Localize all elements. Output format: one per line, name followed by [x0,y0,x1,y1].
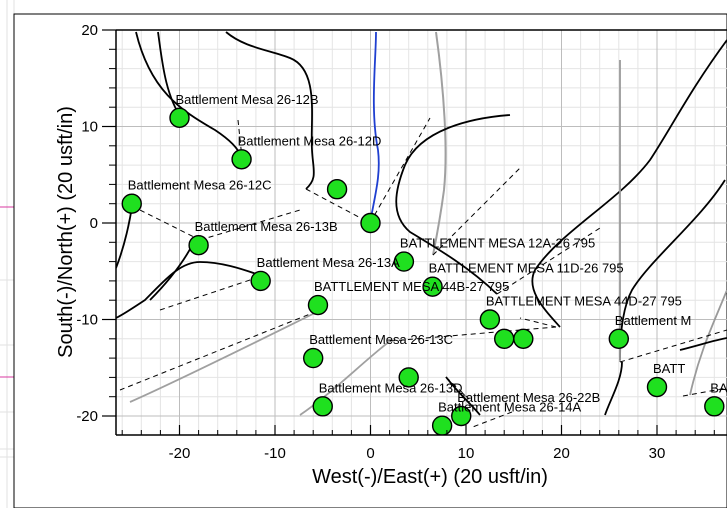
well-marker[interactable] [188,234,209,256]
well-marker[interactable] [398,367,419,388]
y-tick-label: 20 [81,22,98,39]
well-marker[interactable] [312,396,333,417]
well-label: Battlement Mesa 26-13C [309,332,453,347]
well-label: BATTLEMENT MESA 44D-27 795 [486,294,682,309]
well-marker[interactable] [169,107,190,129]
well-label: Battlement Mesa 26-13D [319,380,463,395]
well-label: BAT [710,380,727,395]
y-tick-label: -10 [76,312,98,329]
well-label: Battlement Mesa 26-13A [257,255,400,270]
well-marker[interactable] [307,294,329,316]
well-label: Battlement Mesa 26-12B [176,92,319,107]
y-tick-label: -20 [76,408,98,425]
well-label: Battlement Mesa 26-12D [238,133,382,148]
x-tick-label: 20 [553,445,570,462]
y-axis-title: South(-)/North(+) (20 usft/in) [55,106,77,358]
well-marker[interactable] [646,376,668,398]
well-marker[interactable] [422,276,443,297]
x-tick-label: 0 [366,445,374,462]
well-marker[interactable] [360,212,381,234]
well-label: Battlement M [615,313,692,328]
x-tick-label: -10 [264,445,286,462]
well-label: Battlement Mesa 26-13B [195,219,338,234]
x-tick-label: -20 [169,445,191,462]
well-marker[interactable] [326,179,348,200]
x-axis: -20 -10 0 10 20 30 [116,425,727,462]
x-axis-title: West(-)/East(+) (20 usft/in) [312,466,548,488]
well-marker[interactable] [494,328,515,349]
well-marker[interactable] [704,396,725,417]
well-marker[interactable] [479,309,501,330]
well-marker[interactable] [121,193,142,214]
well-marker[interactable] [608,328,629,349]
well-label: Battlement Mesa 26-14A [438,400,581,415]
y-tick-label: 0 [90,215,98,232]
well-label: BATTLEMENT MESA 12A-26 795 [400,236,595,251]
major-grid [116,30,727,435]
well-label: BATTLEMENT MESA 44B-27 795 [314,279,509,294]
y-axis: 20 10 0 -10 -20 [76,22,117,435]
minor-grid [116,30,727,435]
well-label: BATT [653,361,685,376]
y-tick-label: 10 [81,119,98,136]
y-axis-title-group: South(-)/North(+) (20 usft/in) [55,106,77,358]
well-label: Battlement Mesa 26-12C [128,178,272,193]
well-marker[interactable] [250,270,271,292]
x-tick-label: 30 [649,445,666,462]
well-label: BATTLEMENT MESA 11D-26 795 [429,261,624,276]
well-marker[interactable] [231,149,252,170]
well-marker[interactable] [393,251,415,272]
well-label: Battlement Mesa 26-22B [457,390,600,405]
well-marker[interactable] [513,328,534,349]
well-marker[interactable] [451,405,472,427]
well-marker[interactable] [431,415,453,435]
x-tick-label: 10 [458,445,475,462]
well-marker[interactable] [303,347,324,369]
